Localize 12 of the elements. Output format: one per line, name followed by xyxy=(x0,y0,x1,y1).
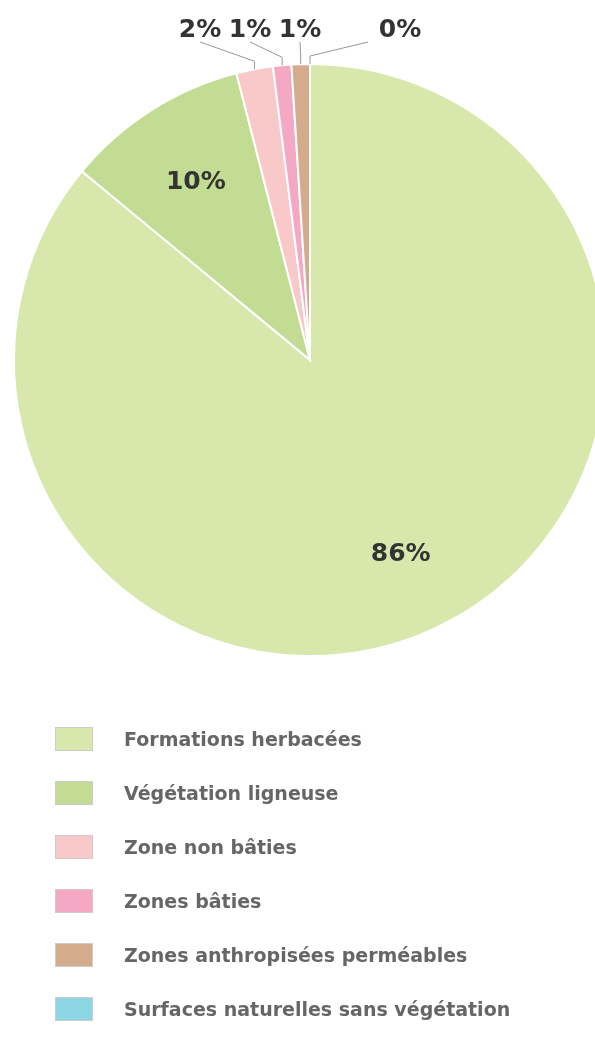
legend-label: Surfaces naturelles sans végétation xyxy=(124,998,511,1020)
legend-label: Zone non bâties xyxy=(124,836,297,858)
data-label: 86% xyxy=(370,538,431,568)
text: 0% xyxy=(378,13,422,43)
legend-label: Zones anthropisées perméables xyxy=(124,944,468,966)
legend-label: Zones bâties xyxy=(124,890,262,912)
data-label: 2% xyxy=(178,13,222,43)
legend-label: Formations herbacées xyxy=(124,728,362,750)
data-label: 10% xyxy=(165,165,226,195)
legend-label: Végétation ligneuse xyxy=(124,782,339,804)
data-label: 1% xyxy=(278,13,322,43)
data-label: 1% xyxy=(228,13,272,43)
